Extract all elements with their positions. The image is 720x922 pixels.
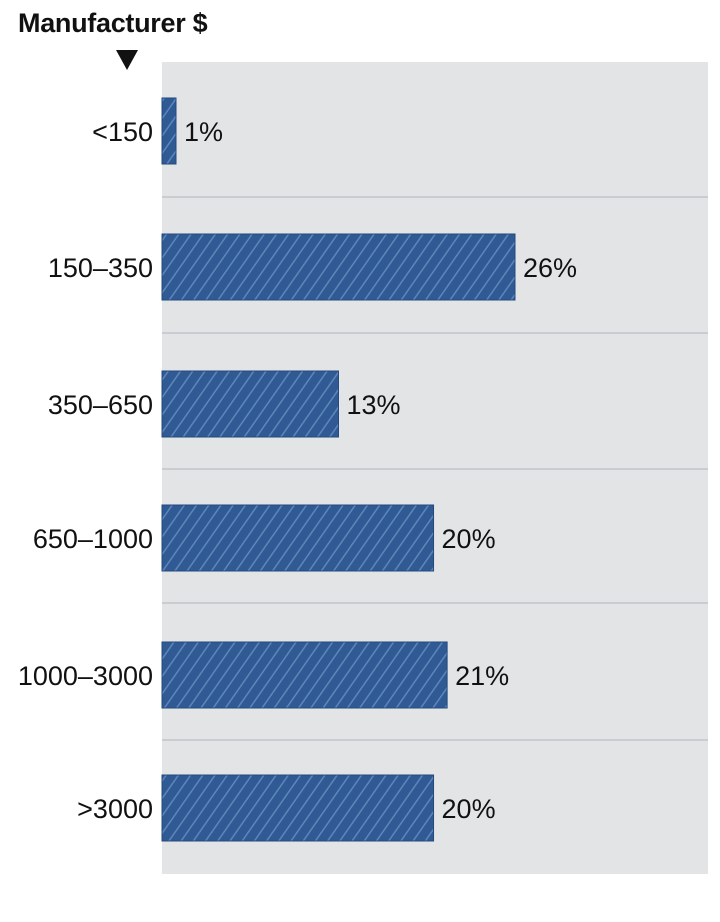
row-separators <box>162 196 708 741</box>
bar <box>161 774 435 842</box>
value-label: 20% <box>442 794 496 824</box>
value-label: 26% <box>523 253 577 283</box>
category-label: <150 <box>92 117 153 147</box>
bar <box>161 97 177 165</box>
value-label: 20% <box>442 524 496 554</box>
bar <box>161 641 448 709</box>
value-label: 1% <box>184 117 223 147</box>
chart-title: Manufacturer $ <box>18 8 208 38</box>
value-labels: 1% 26% 13% 20% 21% 20% <box>184 117 577 824</box>
bars <box>161 97 516 842</box>
bar <box>161 370 339 438</box>
value-label: 21% <box>455 661 509 691</box>
category-label: 150–350 <box>48 253 153 283</box>
category-label: 650–1000 <box>33 524 153 554</box>
category-labels: <150 150–350 350–650 650–1000 1000–3000 >3000 <box>18 117 153 824</box>
category-label: 350–650 <box>48 390 153 420</box>
bar <box>161 233 516 301</box>
category-label: 1000–3000 <box>18 661 153 691</box>
value-label: 13% <box>347 390 401 420</box>
down-arrow-icon <box>116 50 138 70</box>
category-label: >3000 <box>77 794 153 824</box>
bar <box>161 504 435 572</box>
